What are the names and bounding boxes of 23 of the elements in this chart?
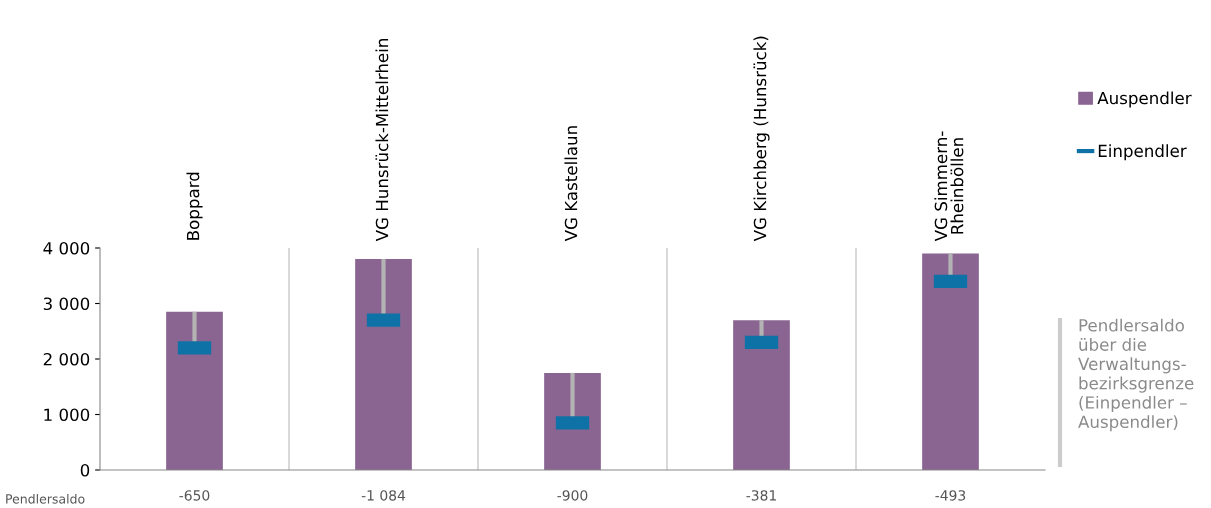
x-tick-label: VG Simmern- Rheinböllen [934,131,964,242]
bar [166,311,223,470]
text: -1 084 [361,490,406,501]
text: Pendlersaldo [6,493,85,504]
x-tick-label: VG Kastellaun [564,126,578,242]
text: -650 [179,490,210,501]
x-tick-label: VG Hunsrück-Mittelrhein [375,39,389,242]
bar [355,259,412,470]
text: -493 [935,490,966,501]
y-tick-label: 4 000 [43,241,90,255]
text: -381 [746,490,776,501]
y-tick-label: 1 000 [44,408,90,422]
bar [733,320,790,470]
y-tick-label: 3 000 [43,297,90,311]
text: -900 [557,490,588,501]
bar [922,253,979,470]
legend-label: Einpendler [1098,144,1187,161]
legend-label: Auspendler [1097,91,1192,108]
y-tick-label: 2 000 [43,352,90,366]
x-tick-label: Boppard [186,172,203,240]
y-tick-label: 0 [80,463,90,477]
x-tick-label: VG Kirchberg (Hunsrück) [753,36,770,242]
text: Pendlersaldo über die Verwaltungs- bezirksgrenze (Einpendler – Auspendler) [1078,318,1194,432]
